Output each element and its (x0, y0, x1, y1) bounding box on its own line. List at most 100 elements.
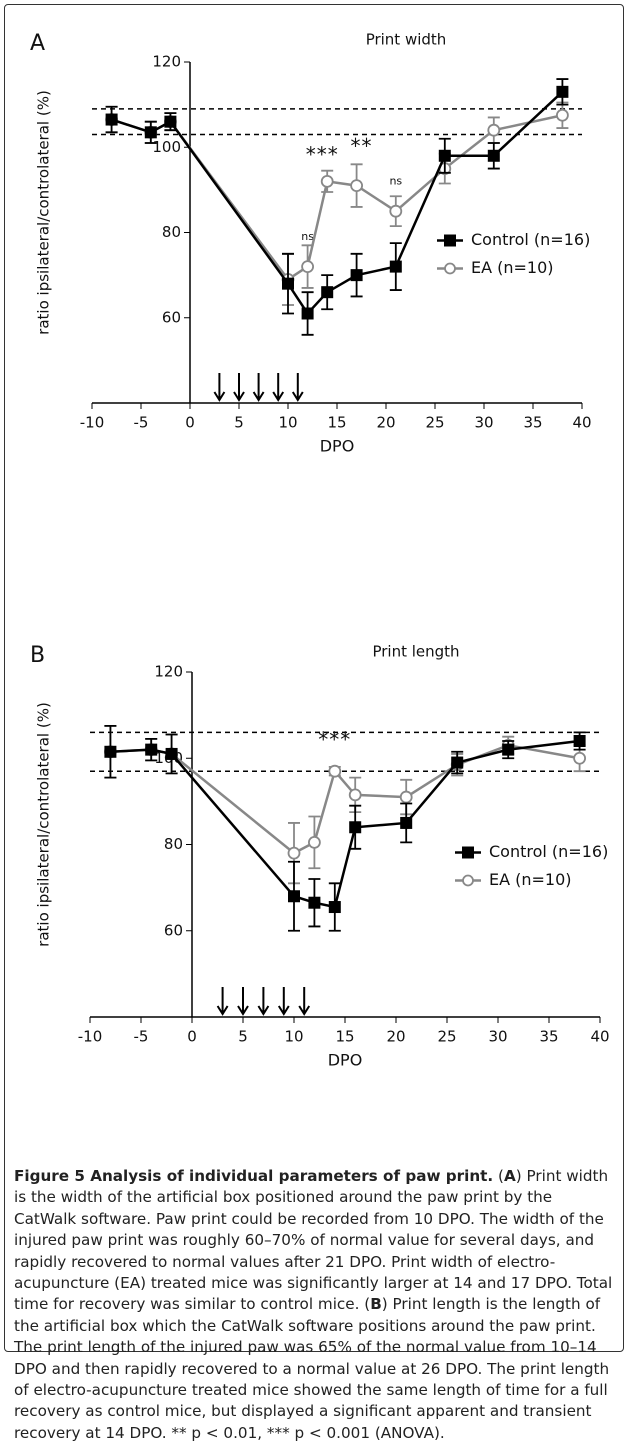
x-tick-label: 20 (386, 1028, 405, 1046)
data-point (165, 747, 178, 760)
legend-label: EA (n=10) (471, 258, 554, 277)
panel-label: B (30, 643, 45, 668)
x-tick-label: -5 (134, 1028, 149, 1046)
data-point (308, 896, 321, 909)
data-point (350, 179, 364, 193)
caption-label: Figure 5 Analysis of individual paramete… (14, 1167, 494, 1185)
caption-text: ( (493, 1167, 504, 1185)
treatment-arrow (237, 987, 249, 1016)
data-point (487, 123, 501, 137)
treatment-arrow (213, 373, 226, 402)
data-point (307, 835, 321, 849)
data-point (556, 108, 569, 122)
x-tick-label: -10 (78, 1028, 103, 1046)
data-point (400, 816, 413, 829)
x-tick-label: 35 (523, 414, 542, 432)
significance-label: ns (301, 230, 314, 243)
data-point (104, 745, 117, 758)
x-tick-label: 30 (474, 414, 493, 432)
x-tick-label: 15 (327, 414, 346, 432)
data-point (144, 126, 157, 139)
data-point (320, 174, 334, 188)
charts: A Print width DPO ratio ipsilateral/control… (30, 31, 610, 1070)
legend-label: EA (n=10) (489, 870, 572, 889)
x-tick-label: -5 (134, 414, 149, 432)
y-tick-label: 80 (162, 223, 181, 241)
x-tick-label: 30 (488, 1028, 507, 1046)
x-tick-label: 5 (234, 414, 244, 432)
data-point (301, 260, 315, 274)
y-tick-label: 60 (162, 308, 181, 326)
y-axis-label: ratio ipsilateral/controlateral (%) (35, 702, 53, 947)
figure-frame (4, 4, 624, 1352)
x-tick-label: 0 (185, 414, 195, 432)
y-tick-label: 120 (152, 53, 181, 71)
x-tick-label: 40 (572, 414, 591, 432)
panel-label: A (30, 31, 45, 56)
data-point (282, 277, 294, 290)
x-tick-label: 25 (437, 1028, 456, 1046)
chart-title: Print length (372, 643, 459, 661)
data-point (389, 260, 402, 273)
data-point (105, 113, 118, 126)
data-point (502, 743, 515, 756)
treatment-arrow (277, 987, 290, 1016)
legend-label: Control (n=16) (471, 230, 590, 249)
x-tick-label: 5 (238, 1028, 248, 1046)
data-point (556, 85, 569, 98)
caption-text: ) Print width is the width of the artifi… (14, 1167, 613, 1314)
x-tick-label: 35 (539, 1028, 558, 1046)
legend-marker (462, 846, 474, 859)
y-tick-label: 100 (152, 138, 181, 156)
data-point (451, 756, 464, 769)
x-tick-label: 10 (278, 414, 297, 432)
y-tick-label: 120 (154, 663, 183, 681)
treatment-arrow (291, 373, 304, 402)
data-point (301, 307, 314, 320)
significance-label: *** (318, 728, 351, 752)
x-tick-label: 25 (425, 414, 444, 432)
legend-marker (444, 262, 456, 275)
data-point (573, 735, 586, 747)
caption-panel: A (503, 1167, 516, 1185)
data-point (399, 790, 413, 804)
data-point (288, 890, 300, 903)
significance-label: ns (389, 174, 402, 187)
data-point (328, 764, 342, 778)
caption: Figure 5 Analysis of individual paramete… (14, 1166, 618, 1444)
data-point (487, 149, 500, 162)
legend-label: Control (n=16) (489, 842, 608, 861)
data-point (348, 788, 362, 802)
data-point (350, 269, 363, 282)
x-axis-label: DPO (328, 1051, 363, 1070)
y-tick-label: 60 (164, 921, 183, 939)
treatment-arrow (298, 987, 311, 1016)
data-point (287, 846, 301, 860)
x-tick-label: 15 (335, 1028, 354, 1046)
y-axis-label: ratio ipsilateral/controlateral (%) (35, 90, 53, 335)
x-tick-label: 10 (284, 1028, 303, 1046)
data-point (349, 821, 362, 834)
data-point (164, 115, 177, 128)
x-tick-label: 0 (187, 1028, 197, 1046)
page: A Print width DPO ratio ipsilateral/control… (4, 4, 624, 1442)
legend-marker (462, 874, 474, 887)
x-tick-label: -10 (80, 414, 105, 432)
legend-marker (444, 234, 456, 247)
treatment-arrow (257, 987, 270, 1016)
data-point (389, 204, 403, 218)
data-point (328, 901, 341, 914)
caption-text: ) Print length is the length of the arti… (14, 1295, 610, 1442)
data-point (573, 751, 586, 765)
treatment-arrow (216, 987, 229, 1016)
significance-label: *** (306, 142, 339, 166)
caption-panel: B (370, 1295, 382, 1314)
x-tick-label: 40 (590, 1028, 609, 1046)
chart-title: Print width (366, 31, 447, 49)
x-tick-label: 20 (376, 414, 395, 432)
data-point (145, 743, 158, 756)
x-axis-label: DPO (320, 437, 355, 456)
treatment-arrow (252, 373, 265, 402)
y-tick-label: 80 (164, 835, 183, 853)
treatment-arrow (272, 373, 285, 402)
